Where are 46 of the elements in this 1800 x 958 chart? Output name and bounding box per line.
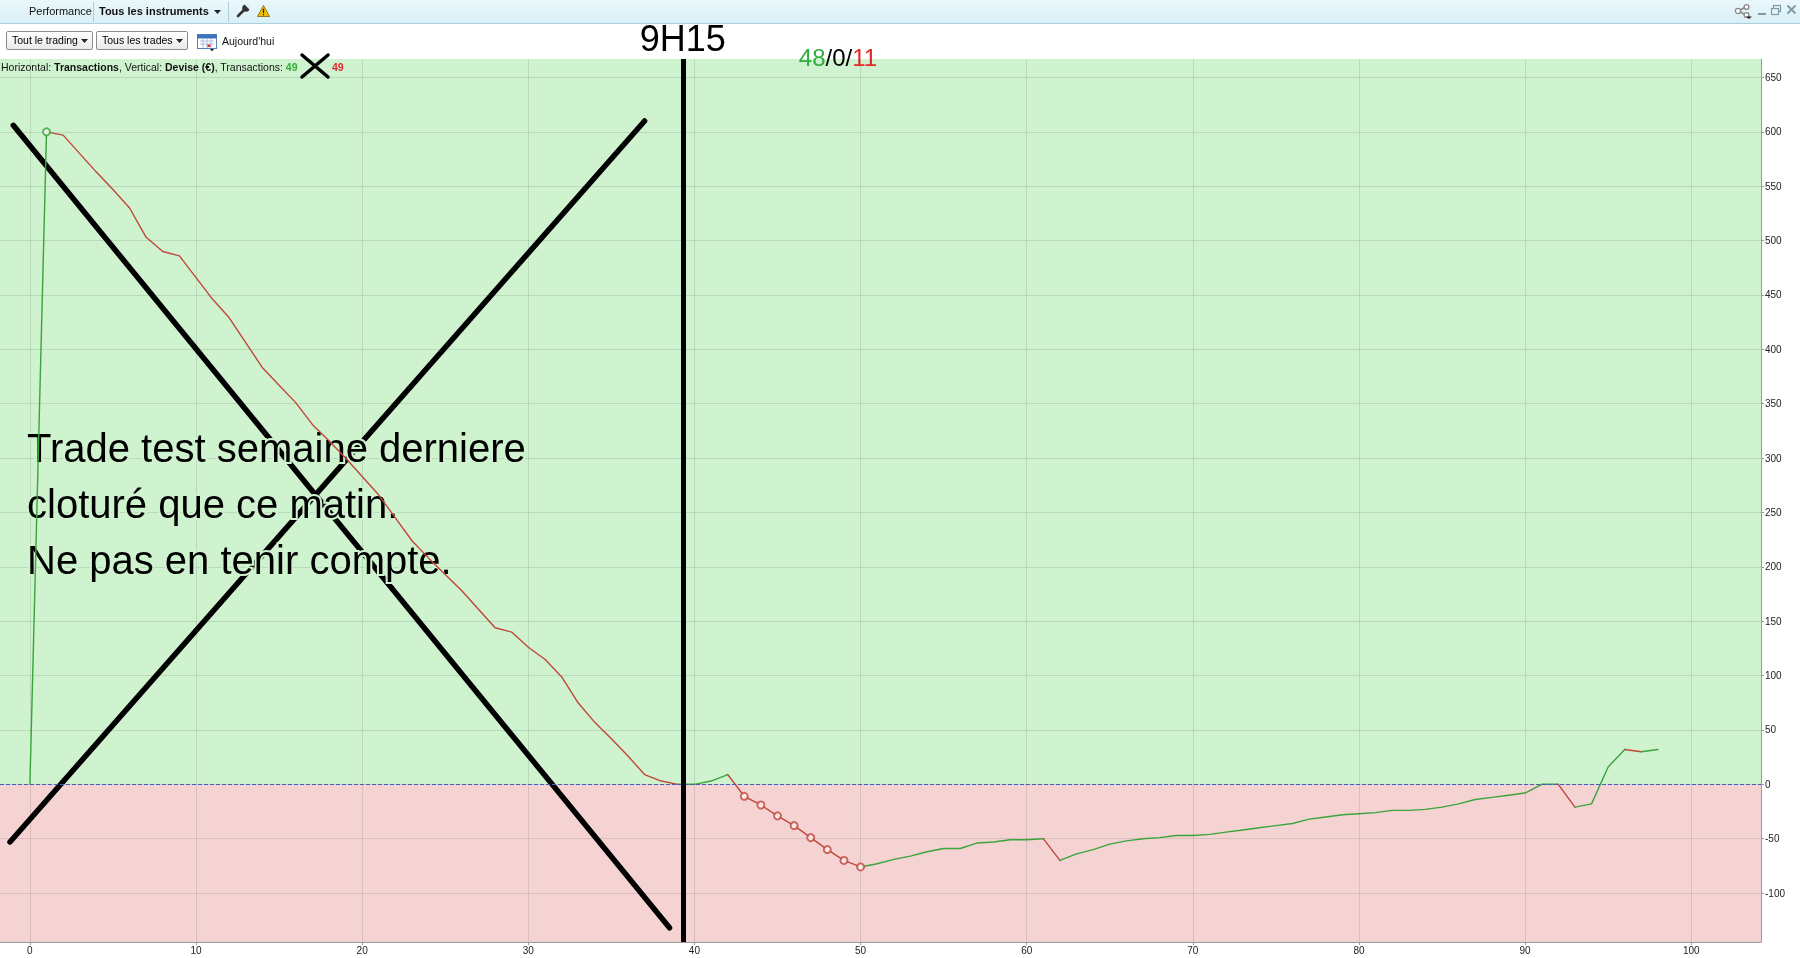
x-tick-label: 50 xyxy=(855,944,867,956)
dropdown-button: Tous les trades xyxy=(96,31,188,50)
x-tick-label: 100 xyxy=(1682,944,1700,956)
ref-line-label: 9H15 xyxy=(639,17,726,59)
point xyxy=(839,855,849,865)
y-tick-label: -50 xyxy=(1765,833,1780,845)
text: Aujourd'hui xyxy=(222,35,275,47)
annotation: 48/0/11 xyxy=(798,44,878,71)
point xyxy=(822,845,832,855)
x-tick-label: 20 xyxy=(356,944,369,956)
y-tick-label: 400 xyxy=(1765,343,1783,355)
y-tick-label: 650 xyxy=(1765,71,1783,83)
annotation: 49 xyxy=(332,61,344,73)
point xyxy=(806,833,816,843)
y-tick-label: 450 xyxy=(1765,289,1783,301)
point xyxy=(739,791,749,801)
x-tick-label: 70 xyxy=(1187,944,1199,956)
line-series xyxy=(1574,748,1626,808)
y-tick-label: 550 xyxy=(1765,180,1783,192)
text: Tous les instruments xyxy=(99,5,209,17)
x-tick-label: 30 xyxy=(522,944,535,956)
y-tick-label: 600 xyxy=(1765,126,1783,138)
y-tick-label: 0 xyxy=(1765,778,1771,790)
y-tick-label: 250 xyxy=(1765,506,1783,518)
y-tick-label: 50 xyxy=(1765,724,1777,736)
text: Performance xyxy=(29,5,92,17)
x-tick-label: 60 xyxy=(1021,944,1033,956)
x-tick-label: 90 xyxy=(1519,944,1532,956)
point xyxy=(756,800,766,810)
y-tick-label: 200 xyxy=(1765,561,1783,573)
point xyxy=(773,811,782,821)
chart-subtitle: Horizontal: Transactions, Vertical: Devise (€), Transactions: 49 xyxy=(1,61,298,73)
x-tick-label: 80 xyxy=(1353,944,1365,956)
point xyxy=(42,127,52,137)
y-tick-label: 500 xyxy=(1765,235,1783,247)
point xyxy=(789,821,799,831)
y-tick-label: 100 xyxy=(1765,670,1783,682)
x-tick-label: 0 xyxy=(27,944,34,956)
x-tick-label: 10 xyxy=(190,944,203,956)
y-tick-label: 150 xyxy=(1765,615,1783,627)
y-tick-label: 350 xyxy=(1765,398,1783,410)
point xyxy=(856,862,866,872)
y-tick-label: 300 xyxy=(1765,452,1783,464)
y-tick-label: -100 xyxy=(1765,887,1786,899)
dropdown-button: Tout le trading xyxy=(6,31,93,50)
x-tick-label: 40 xyxy=(688,944,701,956)
